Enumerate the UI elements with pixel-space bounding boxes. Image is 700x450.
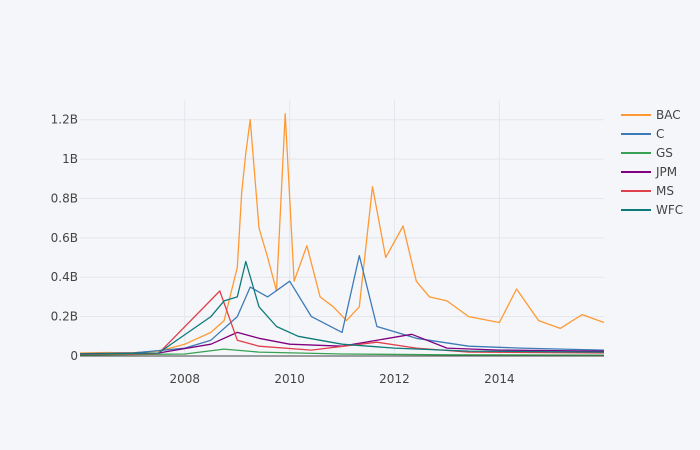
axes: 2008 2010 2012 2014 0 0.2B 0.4B 0.6B 0.8B 1B 1.2B — [51, 113, 604, 386]
legend-item-gs[interactable]: GS — [621, 146, 673, 160]
legend[interactable]: BAC C GS JPM MS WFC — [621, 108, 683, 217]
legend-label: GS — [656, 146, 673, 160]
x-tick-label: 2008 — [169, 372, 200, 386]
series-line-bac[interactable] — [79, 113, 605, 354]
y-tick-label: 0.8B — [51, 191, 78, 205]
legend-item-bac[interactable]: BAC — [621, 108, 681, 122]
legend-label: BAC — [656, 108, 681, 122]
x-tick-label: 2014 — [484, 372, 515, 386]
y-tick-label: 0 — [70, 349, 78, 363]
y-tick-label: 1.2B — [51, 113, 78, 127]
y-tick-label: 0.6B — [51, 231, 78, 245]
x-tick-label: 2012 — [379, 372, 410, 386]
legend-label: JPM — [655, 165, 677, 179]
y-tick-label: 0.4B — [51, 270, 78, 284]
legend-label: WFC — [656, 203, 683, 217]
series-line-c[interactable] — [79, 254, 605, 355]
plot-background — [80, 100, 604, 356]
legend-item-jpm[interactable]: JPM — [621, 165, 677, 179]
legend-item-ms[interactable]: MS — [621, 184, 674, 198]
series-line-wfc[interactable] — [79, 260, 605, 355]
x-tick-label: 2010 — [274, 372, 305, 386]
legend-label: MS — [656, 184, 674, 198]
y-tick-label: 1B — [62, 152, 78, 166]
series-line-gs[interactable] — [79, 348, 605, 356]
series-line-jpm[interactable] — [79, 331, 605, 355]
legend-item-wfc[interactable]: WFC — [621, 203, 683, 217]
series-lines — [79, 113, 605, 356]
y-tick-label: 0.2B — [51, 310, 78, 324]
legend-item-c[interactable]: C — [621, 127, 664, 141]
legend-label: C — [656, 127, 664, 141]
